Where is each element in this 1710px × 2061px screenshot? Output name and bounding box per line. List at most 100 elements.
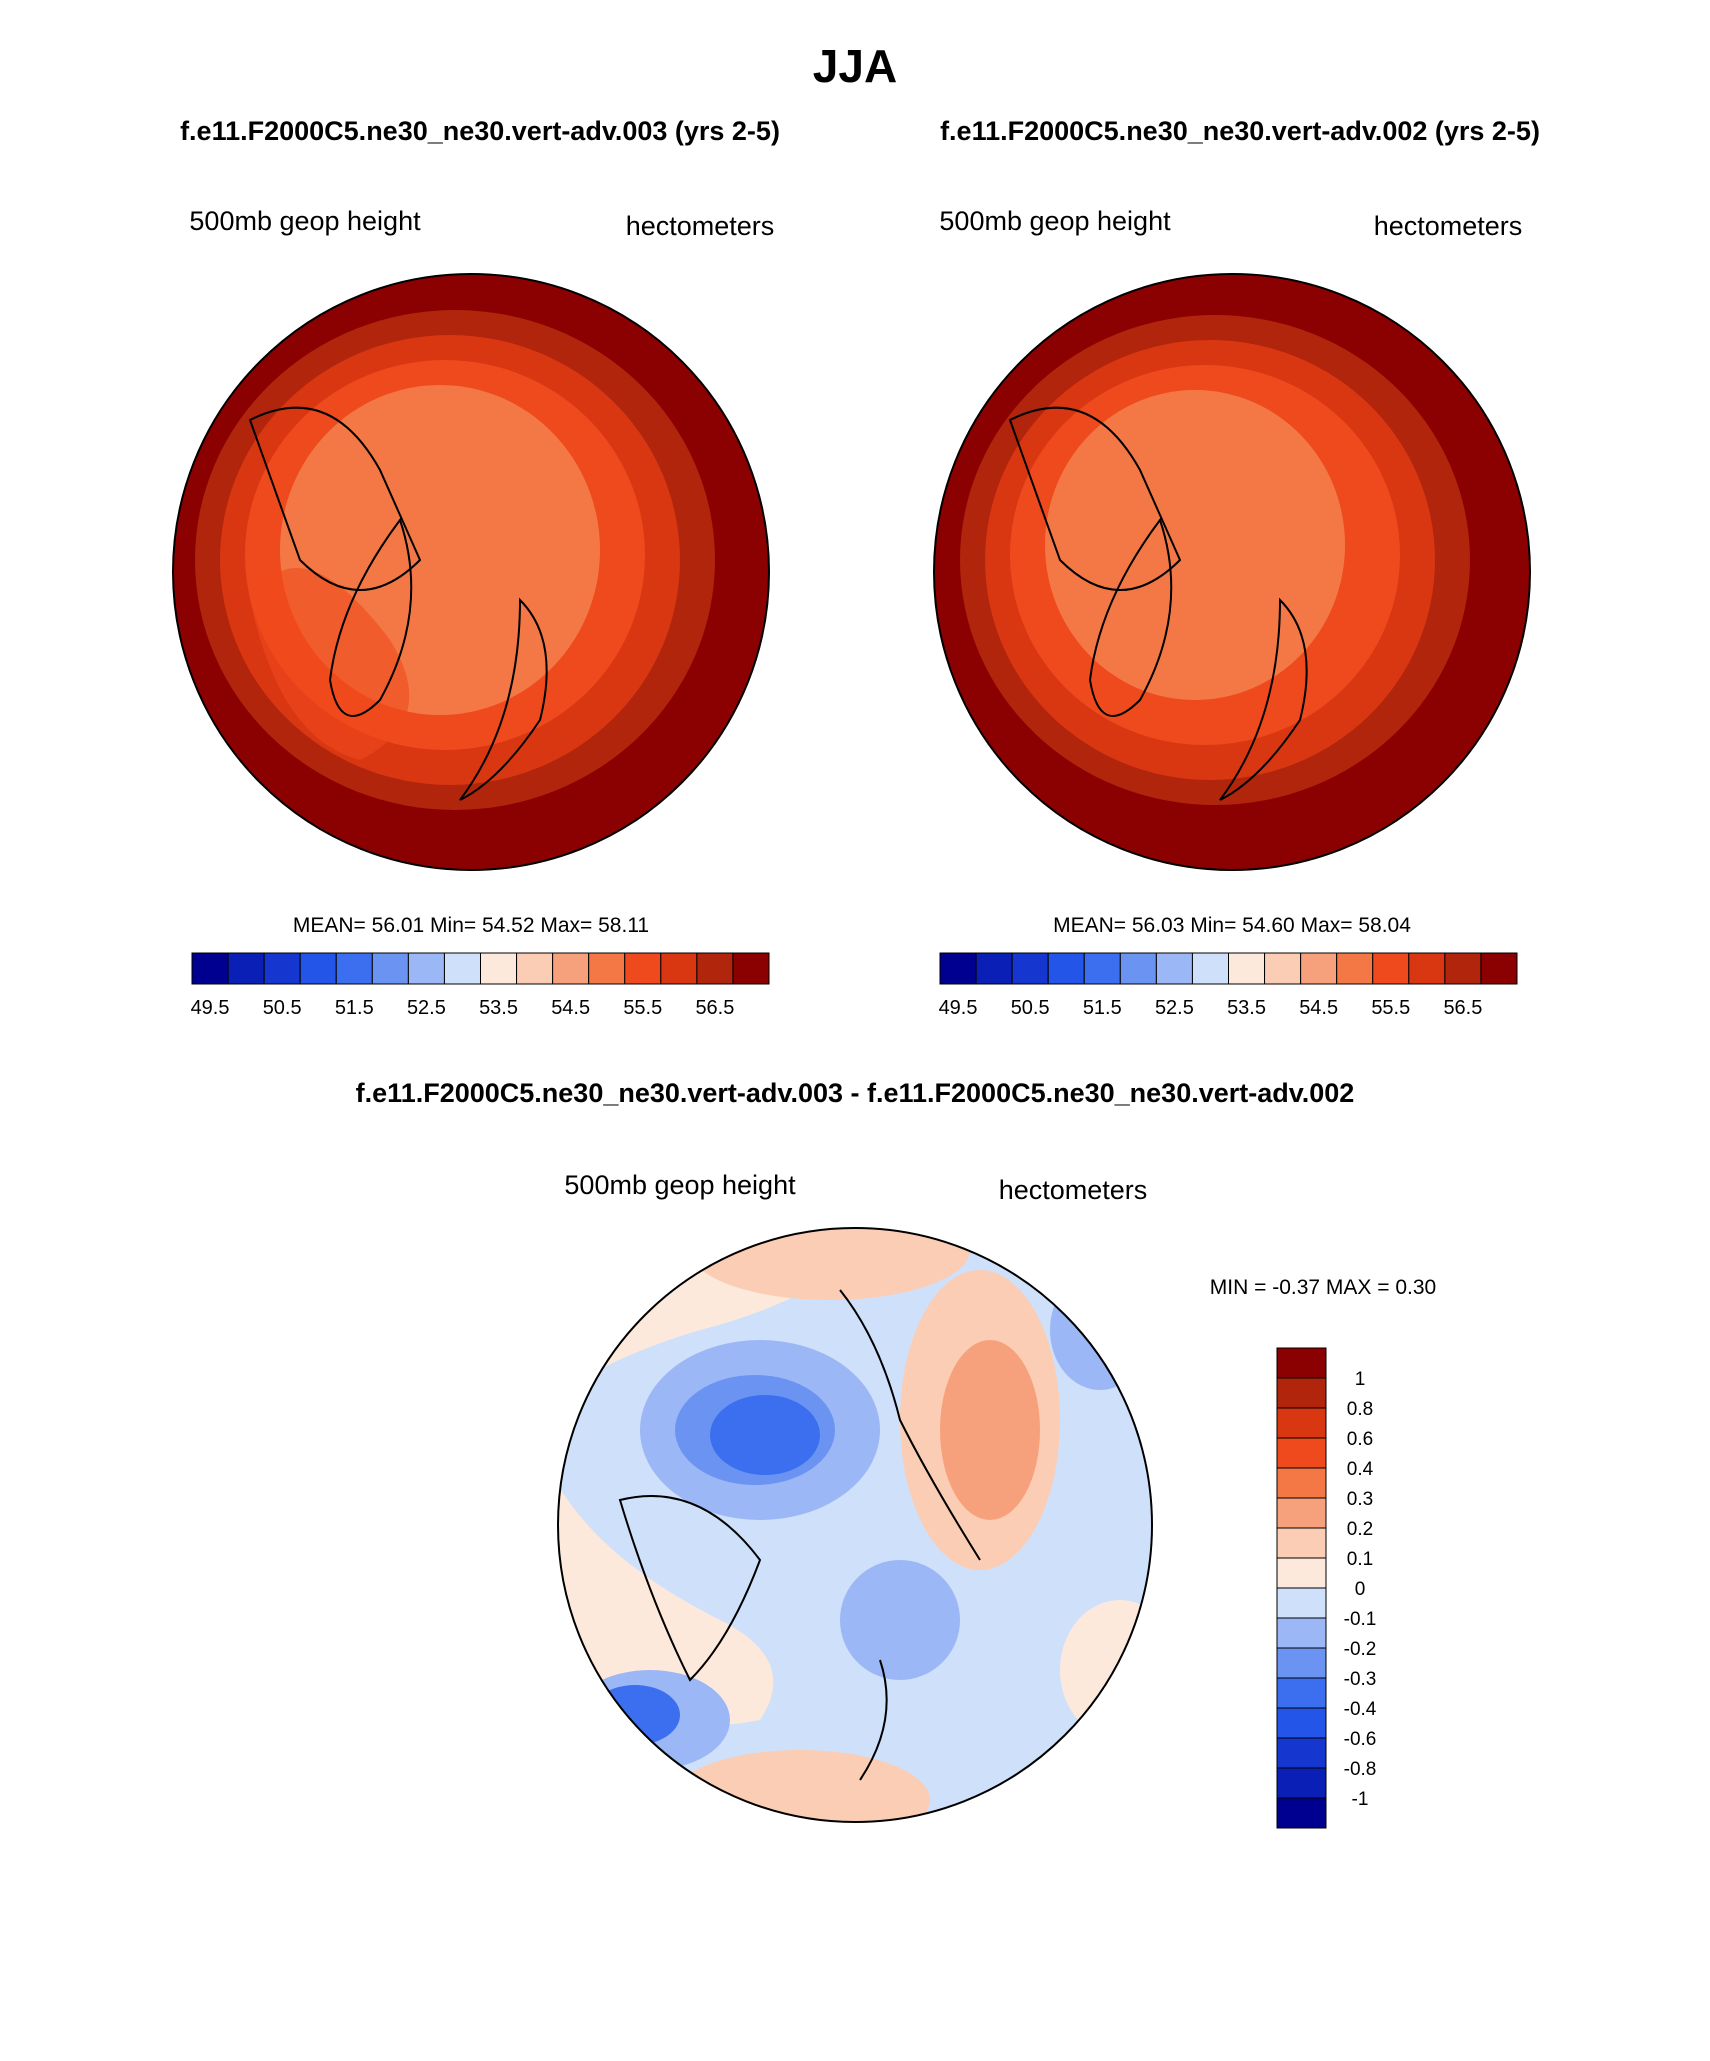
colorbar-box: [624, 952, 662, 985]
colorbar-box: [1276, 1707, 1327, 1739]
panel-label: hectometers: [1374, 211, 1523, 241]
colorbar-label: 51.5: [1083, 997, 1122, 1019]
stats: MIN = -0.37 MAX = 0.30: [1210, 1276, 1436, 1299]
colorbar-box: [1083, 952, 1121, 985]
colorbar-label: -0.8: [1344, 1759, 1377, 1780]
colorbar-label: 52.5: [407, 997, 446, 1019]
colorbar-label: 1: [1355, 1369, 1366, 1390]
colorbar-box: [1276, 1407, 1327, 1439]
panel-label: hectometers: [626, 211, 775, 241]
colorbar-label: 56.5: [1443, 997, 1482, 1019]
colorbar-label: 0.2: [1347, 1519, 1373, 1540]
colorbar-label: 0.1: [1347, 1549, 1373, 1570]
panel-label: 500mb geop height: [564, 1170, 796, 1200]
colorbar-label: 0: [1355, 1579, 1366, 1600]
colorbar-label: 52.5: [1155, 997, 1194, 1019]
colorbar-box: [1191, 952, 1229, 985]
colorbar-label: 51.5: [335, 997, 374, 1019]
colorbar-box: [732, 952, 770, 985]
map-border: [172, 273, 770, 871]
colorbar-box: [371, 952, 409, 985]
colorbar-box: [516, 952, 554, 985]
map-border: [933, 273, 1531, 871]
colorbar: 49.5 50.5 51.5 52.5 53.5 54.5 55.5 56.5: [939, 952, 1518, 1019]
subtitle: f.e11.F2000C5.ne30_ne30.vert-adv.002 (yr…: [940, 116, 1540, 146]
colorbar-box: [1300, 952, 1338, 985]
colorbar-label: 0.3: [1347, 1489, 1373, 1510]
colorbar-label: -0.1: [1344, 1609, 1377, 1630]
colorbar-box: [335, 952, 373, 985]
colorbar-box: [1276, 1767, 1327, 1799]
colorbar-box: [443, 952, 481, 985]
colorbar-box: [1276, 1467, 1327, 1499]
colorbar-label: 50.5: [263, 997, 302, 1019]
colorbar-box: [191, 952, 229, 985]
stats: MEAN= 56.03 Min= 54.60 Max= 58.04: [1053, 914, 1411, 937]
colorbar-label: 49.5: [939, 997, 978, 1019]
colorbar-box: [1276, 1347, 1327, 1379]
colorbar-label: 56.5: [695, 997, 734, 1019]
colorbar-box: [227, 952, 265, 985]
colorbar: 49.5 50.5 51.5 52.5 53.5 54.5 55.5 56.5: [191, 952, 770, 1019]
colorbar-label: 0.8: [1347, 1399, 1373, 1420]
colorbar-box: [1276, 1737, 1327, 1769]
colorbar-label: 54.5: [1299, 997, 1338, 1019]
colorbar-box: [263, 952, 301, 985]
colorbar-box: [696, 952, 734, 985]
colorbar-box: [1444, 952, 1482, 985]
colorbar-label: 50.5: [1011, 997, 1050, 1019]
panel-label: hectometers: [999, 1175, 1148, 1205]
colorbar-box: [975, 952, 1013, 985]
colorbar-box: [1276, 1587, 1327, 1619]
colorbar-box: [1372, 952, 1410, 985]
colorbar-box: [1408, 952, 1446, 985]
panel-label: 500mb geop height: [939, 206, 1171, 236]
colorbar-label: 53.5: [1227, 997, 1266, 1019]
map: [558, 1228, 1152, 1822]
colorbar-box: [1228, 952, 1266, 985]
colorbar-label: 54.5: [551, 997, 590, 1019]
colorbar-box: [1011, 952, 1049, 985]
colorbar-box: [552, 952, 590, 985]
map-border: [557, 1227, 1153, 1823]
colorbar-box: [939, 952, 977, 985]
colorbar-label: 0.4: [1347, 1459, 1374, 1480]
colorbar-label: -0.6: [1344, 1729, 1377, 1750]
colorbar-box: [1276, 1377, 1327, 1409]
colorbar-box: [1276, 1557, 1327, 1589]
difference-title: f.e11.F2000C5.ne30_ne30.vert-adv.003 - f…: [356, 1078, 1355, 1108]
colorbar-label: -0.3: [1344, 1669, 1377, 1690]
colorbar: 1 0.8 0.6 0.4 0.3 0.2 0.1 0 -0.1 -0.2 -0.3 -0.4 -0.6…: [1276, 1347, 1377, 1829]
map: [173, 274, 769, 870]
colorbar-box: [1047, 952, 1085, 985]
colorbar-label: 49.5: [191, 997, 230, 1019]
colorbar-box: [588, 952, 626, 985]
colorbar-box: [660, 952, 698, 985]
colorbar-box: [1276, 1497, 1327, 1529]
title: JJA: [813, 40, 897, 92]
subtitle: f.e11.F2000C5.ne30_ne30.vert-adv.003 (yr…: [180, 116, 780, 146]
colorbar-box: [407, 952, 445, 985]
colorbar-box: [1276, 1437, 1327, 1469]
colorbar-box: [1155, 952, 1193, 985]
colorbar-label: 0.6: [1347, 1429, 1373, 1450]
colorbar-box: [1276, 1797, 1327, 1829]
colorbar-box: [1264, 952, 1302, 985]
stats: MEAN= 56.01 Min= 54.52 Max= 58.11: [293, 914, 649, 937]
map: [934, 274, 1530, 870]
colorbar-box: [1276, 1527, 1327, 1559]
colorbar-label: 55.5: [623, 997, 662, 1019]
colorbar-label: -0.4: [1344, 1699, 1377, 1720]
colorbar-box: [480, 952, 518, 985]
colorbar-box: [1276, 1647, 1327, 1679]
panel-label: 500mb geop height: [189, 206, 421, 236]
colorbar-label: -0.2: [1344, 1639, 1377, 1660]
colorbar-box: [1336, 952, 1374, 985]
colorbar-box: [1119, 952, 1157, 985]
colorbar-box: [1276, 1677, 1327, 1709]
colorbar-box: [299, 952, 337, 985]
colorbar-box: [1480, 952, 1518, 985]
colorbar-box: [1276, 1617, 1327, 1649]
colorbar-label: 53.5: [479, 997, 518, 1019]
